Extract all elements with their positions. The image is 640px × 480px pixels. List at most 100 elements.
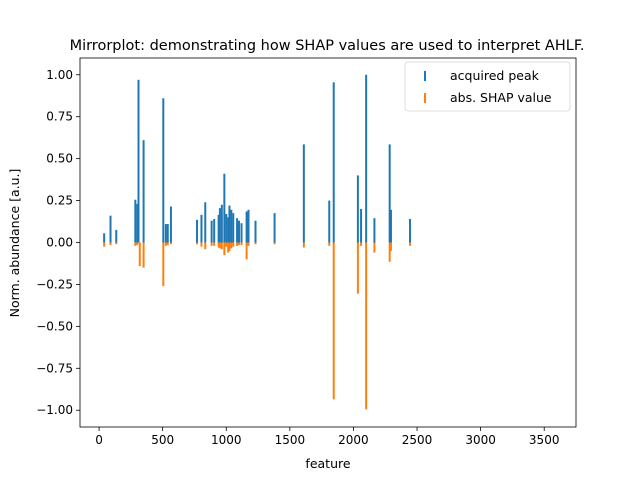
acquired-peak-bar-12 bbox=[200, 214, 203, 243]
acquired-peak-bar-14 bbox=[210, 220, 213, 243]
shap-value-bar-25 bbox=[236, 242, 239, 246]
shap-value-bar-37 bbox=[365, 242, 368, 410]
shap-value-bar-32 bbox=[302, 242, 305, 248]
x-tick-label: 1000 bbox=[211, 433, 242, 447]
shap-value-bar-7 bbox=[162, 242, 165, 287]
shap-value-bar-20 bbox=[225, 242, 228, 247]
acquired-peak-bar-9 bbox=[166, 224, 169, 243]
acquired-peak-bar-6 bbox=[142, 140, 145, 243]
acquired-peak-bar-41 bbox=[409, 219, 412, 243]
shap-value-bar-35 bbox=[356, 242, 359, 294]
x-axis: 0 500 1000 1500 2000 2500 3000 3500 bbox=[95, 427, 559, 447]
shap-value-bar-29 bbox=[247, 242, 250, 246]
acquired-peak-bar-40 bbox=[389, 209, 392, 243]
shap-value-bar-3 bbox=[134, 242, 137, 246]
x-tick-label: 500 bbox=[151, 433, 174, 447]
acquired-peak-bar-4 bbox=[136, 203, 139, 243]
y-axis: 1.00 0.75 0.50 0.25 0.00 −0.25 −0.50 −0.75 −1.00 bbox=[36, 68, 80, 417]
acquired-peak-bar-35 bbox=[356, 175, 359, 243]
y-tick-label: −0.50 bbox=[36, 319, 73, 333]
acquired-peak-bar-1 bbox=[109, 215, 112, 243]
acquired-peak-bar-24 bbox=[232, 213, 235, 243]
shap-value-bar-2 bbox=[115, 242, 118, 245]
shap-value-bar-16 bbox=[217, 242, 220, 248]
acquired-peak-bar-3 bbox=[134, 199, 137, 243]
shap-value-bar-26 bbox=[237, 242, 240, 246]
acquired-peak-bar-7 bbox=[162, 98, 165, 243]
plot-frame bbox=[79, 57, 577, 428]
chart-title: Mirrorplot: demonstrating how SHAP value… bbox=[70, 38, 585, 54]
shap-value-bar-33 bbox=[328, 242, 331, 246]
y-tick-label: −0.75 bbox=[36, 361, 73, 375]
acquired-peak-bar-19 bbox=[223, 173, 226, 243]
legend-label-acquired-peak: acquired peak bbox=[450, 68, 540, 83]
shap-value-bar-27 bbox=[240, 242, 243, 246]
x-tick-label: 0 bbox=[95, 433, 103, 447]
acquired-peak-bar-5 bbox=[137, 79, 140, 243]
acquired-peak-bar-21 bbox=[227, 217, 230, 243]
acquired-peak-bar-34 bbox=[332, 82, 335, 243]
acquired-peak-bar-36 bbox=[360, 208, 363, 243]
acquired-peak-bar-16 bbox=[217, 214, 220, 243]
y-tick-label: 1.00 bbox=[46, 68, 73, 82]
acquired-peak-bar-39 bbox=[388, 144, 391, 243]
shap-value-bar-1 bbox=[109, 242, 112, 246]
shap-value-bar-22 bbox=[228, 242, 231, 251]
acquired-peak-bar-25 bbox=[236, 218, 239, 243]
y-tick-label: −0.25 bbox=[36, 277, 73, 291]
acquired-peak-bar-11 bbox=[196, 219, 199, 243]
legend-marker-acquired-peak bbox=[424, 71, 426, 81]
acquired-peak-bar-0 bbox=[103, 233, 106, 243]
y-axis-label: Norm. abundance [a.u.] bbox=[7, 169, 22, 318]
acquired-peak-bar-26 bbox=[237, 220, 240, 243]
x-tick-label: 3000 bbox=[465, 433, 496, 447]
shap-value-bar-23 bbox=[230, 242, 233, 249]
shap-value-bar-0 bbox=[103, 242, 106, 247]
legend-label-shap-value: abs. SHAP value bbox=[450, 90, 552, 105]
shap-value-bar-31 bbox=[273, 242, 276, 245]
acquired-peak-bar-22 bbox=[228, 205, 231, 243]
x-tick-label: 3500 bbox=[529, 433, 560, 447]
legend: acquired peak abs. SHAP value bbox=[404, 61, 571, 112]
acquired-peak-bar-33 bbox=[328, 200, 331, 243]
x-axis-label: feature bbox=[305, 456, 350, 471]
acquired-peak-bar-18 bbox=[220, 204, 223, 243]
shap-value-bar-19 bbox=[223, 242, 226, 256]
shap-value-bar-6 bbox=[142, 242, 145, 268]
acquired-peak-bar-15 bbox=[213, 219, 216, 243]
acquired-peak-bar-2 bbox=[115, 229, 118, 243]
y-tick-label: 0.00 bbox=[46, 236, 73, 250]
acquired-peak-bar-38 bbox=[373, 218, 376, 243]
shap-value-bar-14 bbox=[210, 242, 213, 246]
x-tick-label: 2500 bbox=[402, 433, 433, 447]
shap-value-bar-21 bbox=[227, 242, 230, 253]
shap-value-bar-11 bbox=[196, 242, 199, 245]
shap-value-bar-24 bbox=[232, 242, 235, 247]
acquired-peak-bar-10 bbox=[169, 206, 172, 243]
shap-value-bar-4 bbox=[136, 242, 139, 246]
shap-value-bar-15 bbox=[213, 242, 216, 246]
shap-value-bar-30 bbox=[254, 242, 257, 245]
legend-marker-shap-value bbox=[424, 93, 426, 103]
shap-value-bar-5 bbox=[138, 242, 141, 266]
acquired-peak-bar-30 bbox=[254, 220, 257, 243]
y-tick-label: −1.00 bbox=[36, 403, 73, 417]
shap-value-bar-17 bbox=[218, 242, 221, 249]
acquired-peak-bar-8 bbox=[164, 224, 167, 243]
y-tick-label: 0.75 bbox=[46, 110, 73, 124]
x-tick-label: 1500 bbox=[275, 433, 306, 447]
shap-value-bar-34 bbox=[332, 242, 335, 400]
shap-value-bar-18 bbox=[220, 242, 223, 250]
acquired-peak-bar-31 bbox=[273, 213, 276, 243]
shap-value-bar-9 bbox=[166, 242, 169, 246]
shap-value-bar-41 bbox=[409, 242, 412, 246]
shap-value-bar-38 bbox=[373, 242, 376, 253]
x-tick-label: 2000 bbox=[338, 433, 369, 447]
acquired-peak-bar-13 bbox=[204, 202, 207, 243]
shap-value-bar-13 bbox=[204, 242, 207, 250]
acquired-peak-bar-23 bbox=[230, 209, 233, 243]
legend-box bbox=[404, 61, 571, 112]
acquired-peak-bar-27 bbox=[240, 223, 243, 243]
y-tick-label: 0.50 bbox=[46, 152, 73, 166]
